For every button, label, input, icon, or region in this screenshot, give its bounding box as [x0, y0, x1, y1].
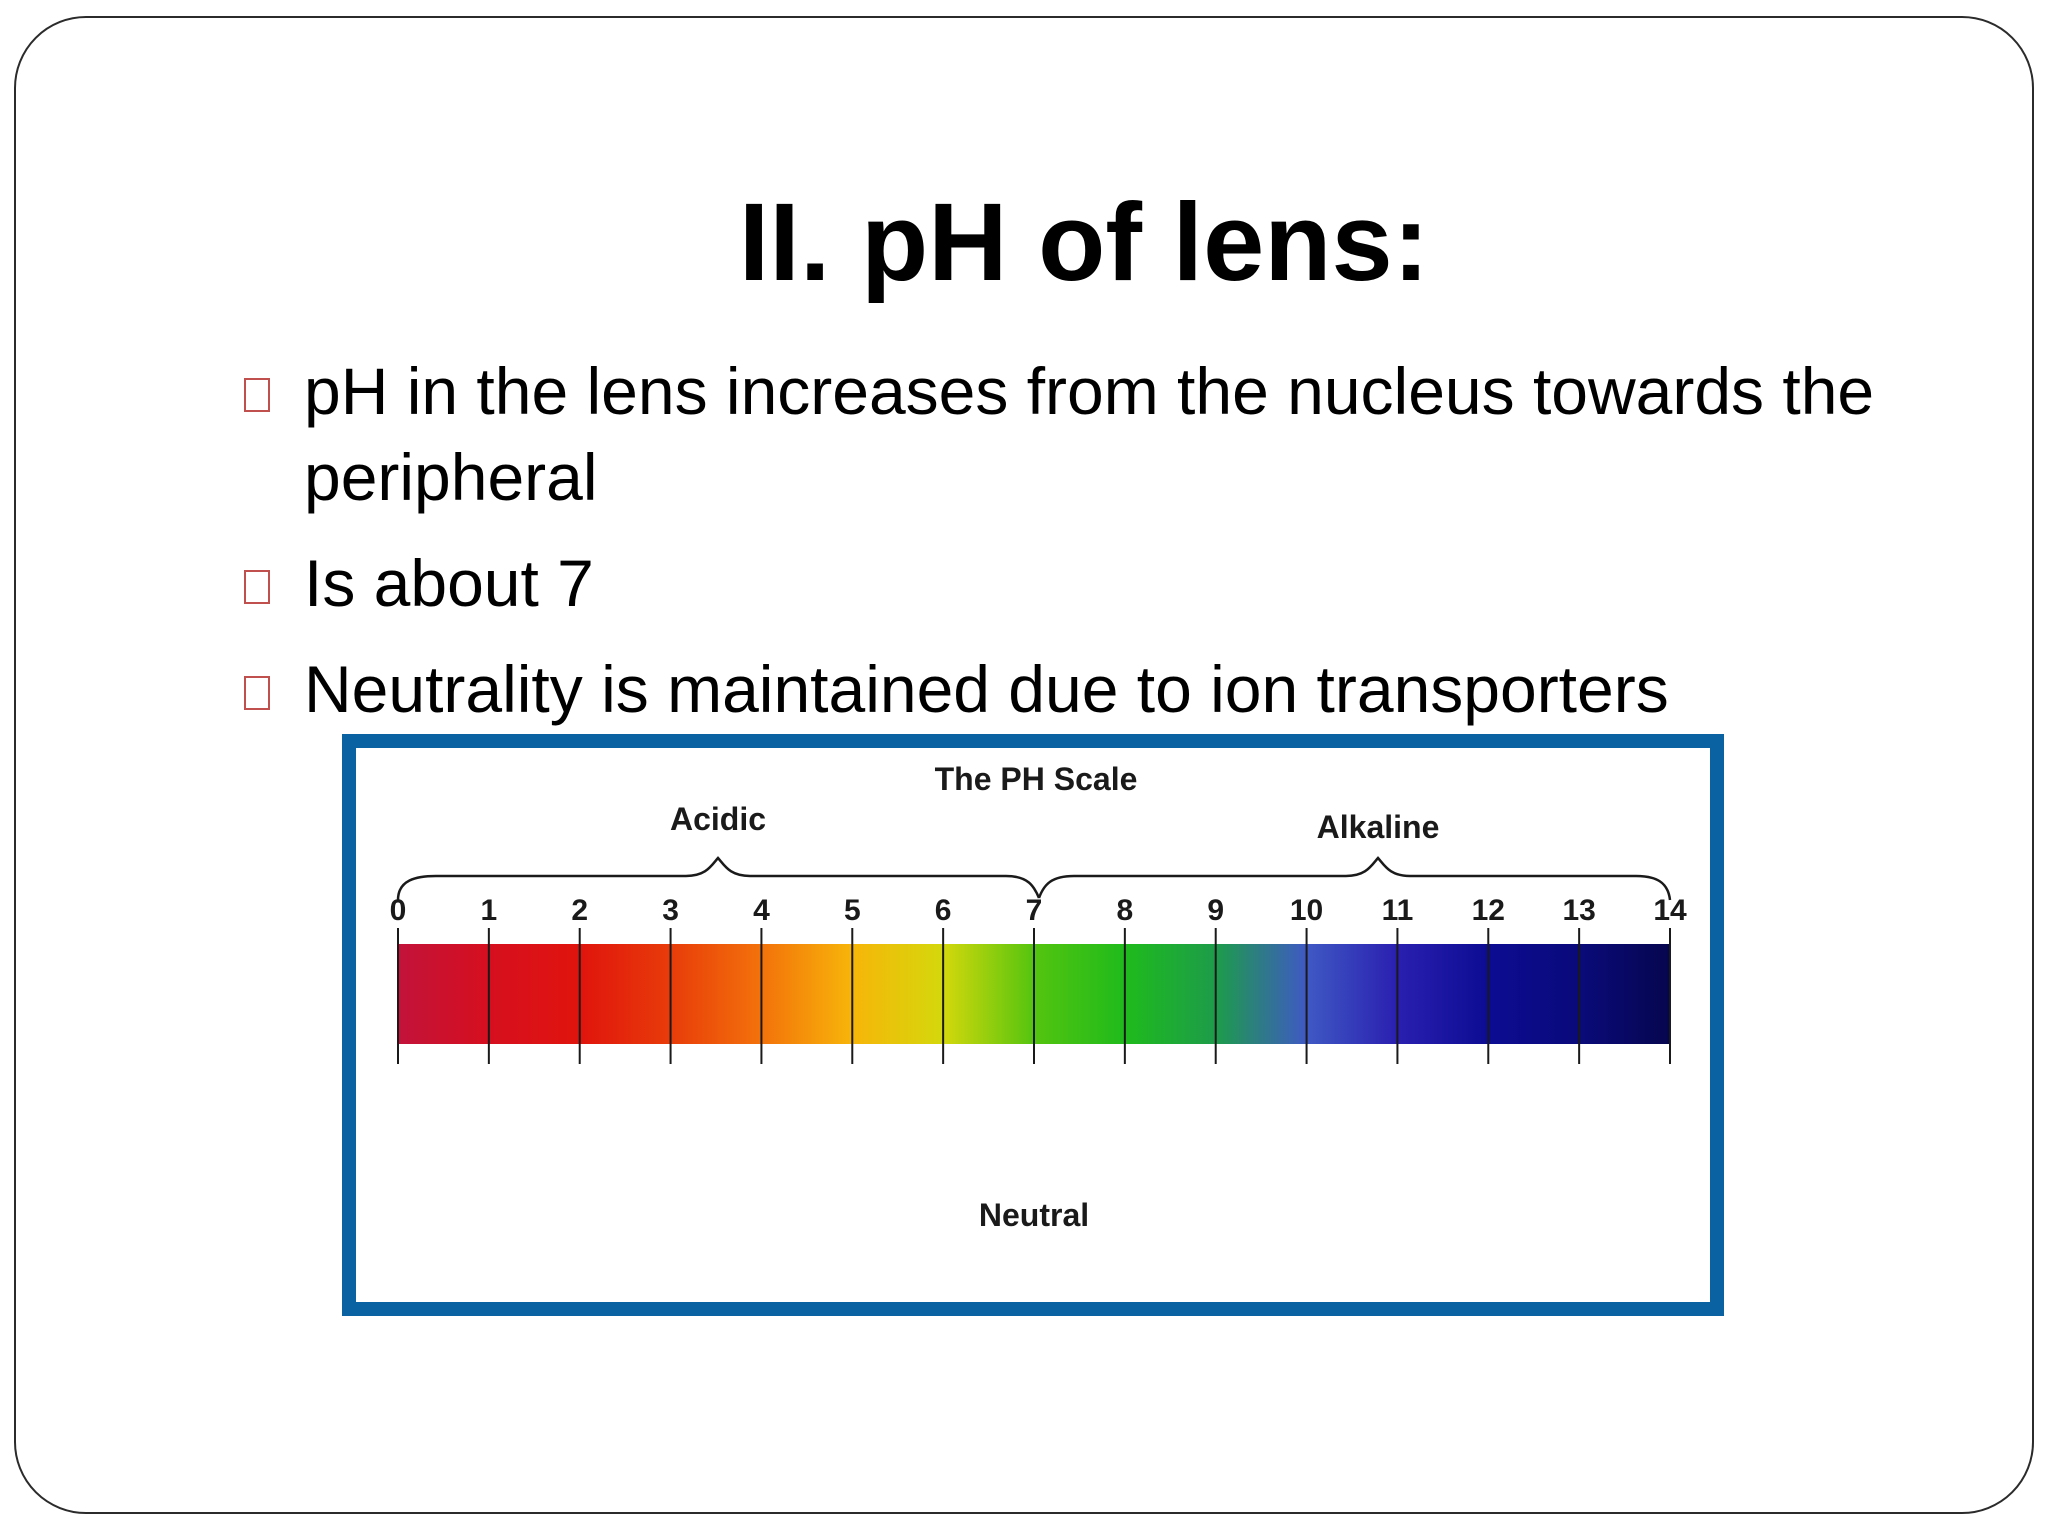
- tick-label-12: 12: [1472, 894, 1505, 927]
- tick-label-0: 0: [390, 894, 407, 927]
- tick-label-9: 9: [1207, 894, 1224, 927]
- alkaline-label: Alkaline: [1317, 809, 1440, 845]
- tick-label-3: 3: [662, 894, 679, 927]
- bullet-text: pH in the lens increases from the nucleu…: [304, 354, 1875, 514]
- tick-label-6: 6: [935, 894, 952, 927]
- tick-marks: [397, 928, 1671, 1064]
- scale-title: The PH Scale: [935, 761, 1138, 797]
- tick-label-7: 7: [1026, 894, 1043, 927]
- acidic-brace: [396, 856, 1041, 901]
- bullet-list: pH in the lens increases from the nucleu…: [236, 348, 1886, 752]
- bullet-text: Is about 7: [304, 546, 594, 620]
- tick-label-4: 4: [753, 894, 770, 927]
- square-bullet-icon: [244, 570, 270, 604]
- neutral-label: Neutral: [979, 1197, 1089, 1233]
- tick-label-10: 10: [1290, 894, 1323, 927]
- tick-label-1: 1: [481, 894, 498, 927]
- acidic-label: Acidic: [670, 801, 766, 837]
- slide-title: II. pH of lens:: [738, 181, 1430, 304]
- tick-label-8: 8: [1117, 894, 1134, 927]
- alkaline-brace: [1037, 856, 1672, 901]
- tick-labels: 0 1 2 3 4 5 6 7 8 9 10 11 12 13 14: [390, 894, 1687, 927]
- bullet-item: Neutrality is maintained due to ion tran…: [236, 646, 1886, 732]
- tick-label-2: 2: [571, 894, 588, 927]
- tick-label-14: 14: [1653, 894, 1687, 927]
- square-bullet-icon: [244, 378, 270, 412]
- tick-label-5: 5: [844, 894, 861, 927]
- bullet-item: pH in the lens increases from the nucleu…: [236, 348, 1886, 520]
- tick-label-13: 13: [1562, 894, 1595, 927]
- square-bullet-icon: [244, 676, 270, 710]
- bullet-item: Is about 7: [236, 540, 1886, 626]
- bullet-text: Neutrality is maintained due to ion tran…: [304, 652, 1669, 726]
- tick-label-11: 11: [1382, 894, 1414, 927]
